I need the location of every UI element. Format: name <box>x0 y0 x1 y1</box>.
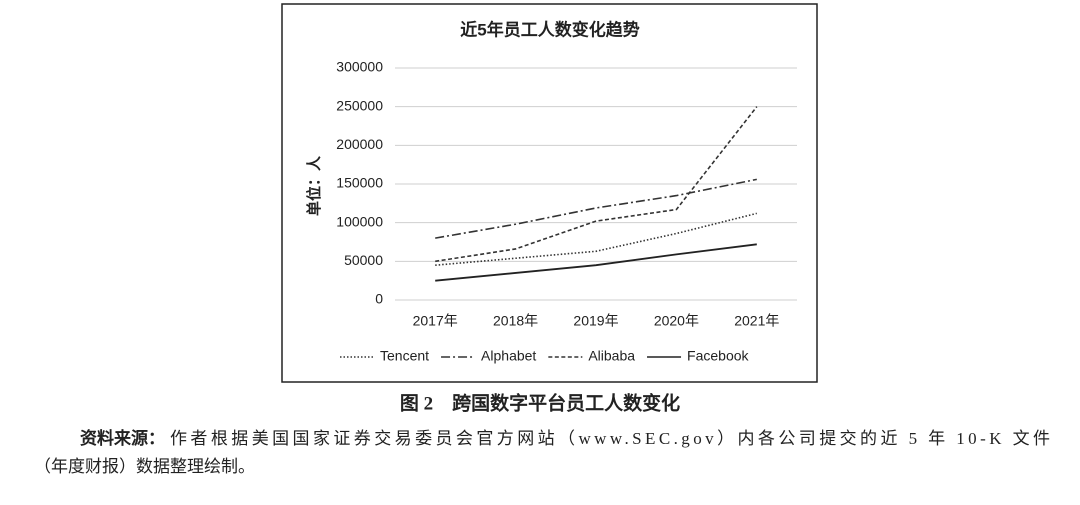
x-tick-label: 2019年 <box>573 313 618 329</box>
source-text: （年度财报）数据整理绘制。 <box>34 457 255 476</box>
chart-frame <box>281 3 818 383</box>
x-tick-label: 2017年 <box>413 313 458 329</box>
y-tick-label: 50000 <box>344 252 383 268</box>
legend-label: Facebook <box>687 348 749 364</box>
figure-caption: 图 2 跨国数字平台员工人数变化 <box>400 391 680 414</box>
y-axis-label: 单位：人 <box>305 155 323 216</box>
y-tick-label: 200000 <box>336 136 383 152</box>
legend-label: Tencent <box>380 348 429 364</box>
x-tick-label: 2020年 <box>654 313 699 329</box>
y-tick-label: 0 <box>375 291 383 307</box>
series-line <box>435 212 757 266</box>
series-line <box>435 178 757 239</box>
source-label: 资料来源： <box>80 428 165 448</box>
y-tick-label: 300000 <box>336 59 383 75</box>
series-line <box>435 106 758 263</box>
source-text: 作者根据美国国家证券交易委员会官方网站（www.SEC.gov）内各公司提交的近… <box>170 429 1050 448</box>
x-tick-label: 2021年 <box>734 313 779 329</box>
plot: 0 50000 100000 150000 200000 250000 300000 2017… <box>336 59 797 364</box>
y-tick-label: 150000 <box>336 175 383 191</box>
legend-label: Alphabet <box>481 348 536 364</box>
y-tick-label: 250000 <box>336 97 383 113</box>
chart-title: 近5年员工人数变化趋势 <box>460 19 639 39</box>
series-line <box>435 243 757 282</box>
y-tick-label: 100000 <box>336 213 383 229</box>
legend-label: Alibaba <box>588 348 635 364</box>
x-tick-label: 2018年 <box>493 313 538 329</box>
